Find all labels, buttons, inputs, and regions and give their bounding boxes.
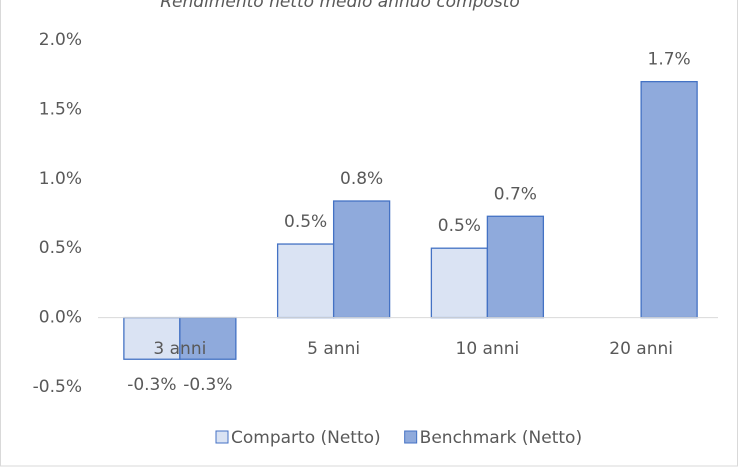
data-label: -0.3% <box>183 375 232 395</box>
data-label: 0.5% <box>284 212 327 232</box>
y-tick-label: 1.0% <box>39 169 82 189</box>
legend-swatch <box>404 430 418 444</box>
y-tick-label: 2.0% <box>39 30 82 50</box>
legend-label: Benchmark (Netto) <box>420 428 582 448</box>
data-label: -0.3% <box>127 375 176 395</box>
bar <box>123 316 181 360</box>
y-tick-label: 1.5% <box>39 99 82 119</box>
legend-swatch <box>215 430 229 444</box>
data-label: 0.7% <box>494 184 537 204</box>
legend-label: Comparto (Netto) <box>231 428 381 448</box>
y-tick-label: 0.0% <box>39 308 82 328</box>
x-tick-label: 5 anni <box>307 339 360 359</box>
bar <box>179 316 237 360</box>
x-tick-label: 10 anni <box>456 339 520 359</box>
bar <box>276 243 335 319</box>
y-tick-label: -0.5% <box>33 377 82 397</box>
y-tick-label: 0.5% <box>39 238 82 258</box>
data-label: 1.7% <box>648 50 691 70</box>
chart-title: Rendimento netto medio annuo composto <box>160 0 520 12</box>
data-label: 0.8% <box>340 169 383 189</box>
x-tick-label: 20 anni <box>609 339 673 359</box>
bar <box>332 200 391 319</box>
bar <box>640 80 698 319</box>
bar <box>486 215 545 319</box>
x-tick-label: 3 anni <box>153 339 206 359</box>
bar <box>430 247 489 319</box>
data-label: 0.5% <box>438 216 481 236</box>
